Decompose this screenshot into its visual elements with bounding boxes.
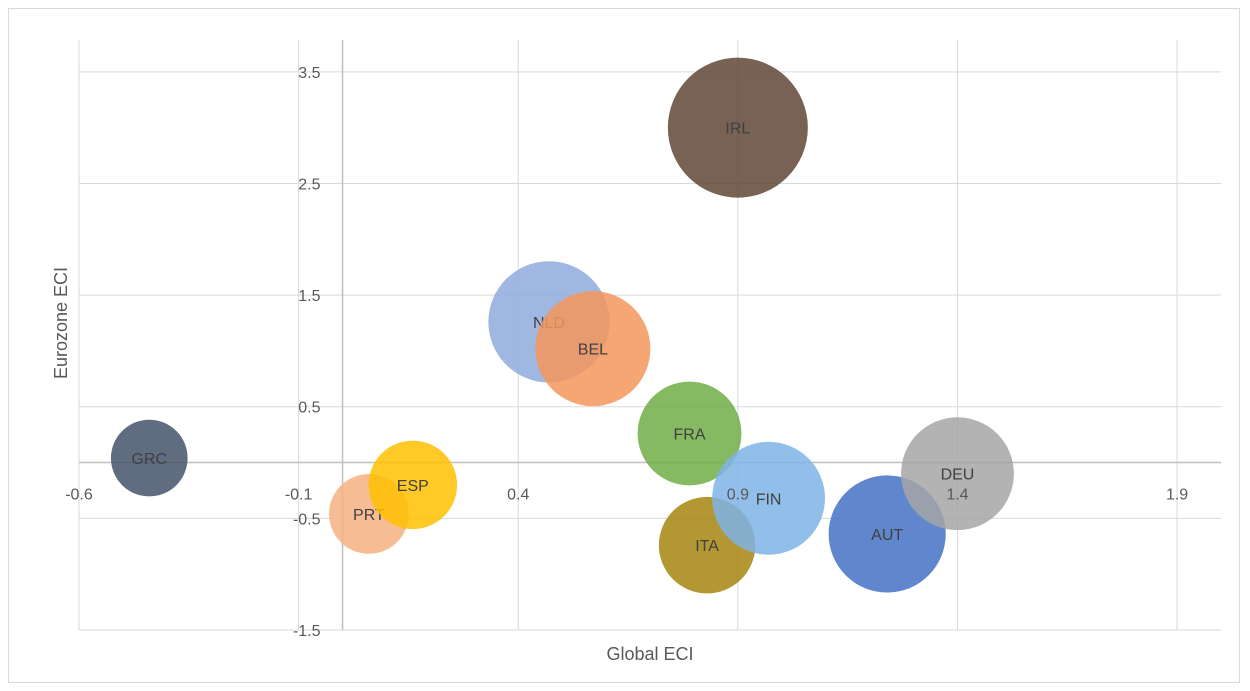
axes xyxy=(79,40,1221,630)
bubble-label-esp: ESP xyxy=(397,478,429,495)
bubble-label-prt: PRT xyxy=(353,507,385,524)
bubble-bel xyxy=(535,291,651,407)
y-tick-label-5: 3.5 xyxy=(298,65,320,82)
y-tick-label-2: 0.5 xyxy=(298,400,320,417)
bubble-label-ita: ITA xyxy=(695,538,719,555)
y-tick-label-4: 2.5 xyxy=(298,176,320,193)
x-tick-label-2: 0.4 xyxy=(507,487,529,504)
x-tick-label-4: 1.4 xyxy=(946,487,968,504)
y-tick-label-0: -1.5 xyxy=(293,623,321,640)
bubble-deu xyxy=(901,417,1014,531)
y-axis-title: Eurozone ECI xyxy=(51,267,71,379)
y-tick-label-3: 1.5 xyxy=(298,288,320,305)
x-tick-label-5: 1.9 xyxy=(1166,487,1188,504)
bubble-label-fin: FIN xyxy=(756,491,782,508)
bubble-label-bel: BEL xyxy=(578,342,608,359)
x-tick-label-3: 0.9 xyxy=(727,487,749,504)
bubble-irl xyxy=(667,57,808,198)
bubble-grc xyxy=(110,419,188,497)
x-tick-label-1: -0.1 xyxy=(285,487,313,504)
bubble-esp xyxy=(368,440,458,530)
bubble-fin xyxy=(712,441,826,555)
bubbles: GRCPRTESPNLDBELFRAITAFINAUTIRLDEU xyxy=(110,57,1014,594)
gridlines xyxy=(78,40,1221,631)
bubble-label-grc: GRC xyxy=(131,451,167,468)
bubble-label-fra: FRA xyxy=(674,427,706,444)
bubble-label-deu: DEU xyxy=(941,467,975,484)
bubble-label-irl: IRL xyxy=(725,121,750,138)
y-tick-label-1: -0.5 xyxy=(293,511,321,528)
x-tick-label-0: -0.6 xyxy=(65,487,93,504)
x-axis-title: Global ECI xyxy=(606,644,693,664)
bubble-fra xyxy=(637,381,742,486)
bubble-label-aut: AUT xyxy=(871,527,903,544)
tick-labels: -0.6 -0.1 0.4 0.9 1.4 1.9 -1.5 -0.5 0.5 1.5 2.5 3.5 xyxy=(65,65,1188,640)
